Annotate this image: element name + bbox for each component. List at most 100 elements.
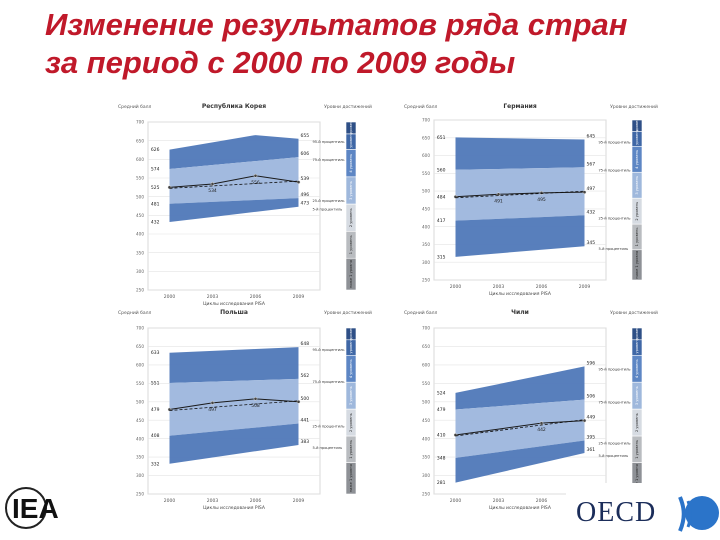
percentile-band xyxy=(455,192,585,221)
data-label-mean: 491 xyxy=(494,198,503,204)
level-band xyxy=(631,249,643,281)
percentile-label: 25-й процентиль xyxy=(599,216,631,220)
data-label-end: 596 xyxy=(587,360,596,366)
x-tick-label: 2006 xyxy=(536,498,548,504)
level-label: 6 уровень xyxy=(349,324,353,343)
level-label: ниже 1 уровня xyxy=(349,464,353,492)
mean-line xyxy=(169,175,299,188)
chart-svg: Средний балл Республика Корея Уровни дости… xyxy=(118,103,372,307)
y-tick-label: 700 xyxy=(136,326,144,331)
percentile-label: 95-й процентиль xyxy=(599,141,631,145)
data-label-end: 432 xyxy=(587,209,596,215)
y-tick-label: 550 xyxy=(422,171,430,176)
level-label: 1 уровень xyxy=(635,228,639,247)
data-label-start: 410 xyxy=(437,432,446,438)
iea-logo: IEA xyxy=(4,483,64,533)
percentile-label: 95-й процентиль xyxy=(313,140,345,144)
chart-korea: Средний балл Республика Корея Уровни дости… xyxy=(112,100,374,310)
mean-line xyxy=(169,398,299,411)
level-label: 3 уровень xyxy=(635,176,639,195)
data-label-end: 383 xyxy=(301,439,310,445)
percentile-band xyxy=(169,198,299,223)
data-label-start: 417 xyxy=(437,218,446,224)
percentile-label: 5-й процентиль xyxy=(599,454,629,458)
data-label-start: 479 xyxy=(437,407,446,413)
data-label-mean: 556 xyxy=(251,180,260,186)
level-label: 3 уровень xyxy=(349,181,353,200)
y-tick-label: 550 xyxy=(136,381,144,386)
y-tick-label: 350 xyxy=(422,242,430,247)
y-tick-label: 550 xyxy=(136,176,144,181)
percentile-band xyxy=(455,399,585,435)
level-label: 5 уровень xyxy=(349,338,353,357)
data-label-start: 633 xyxy=(151,350,160,356)
level-label: 4 уровень xyxy=(635,150,639,169)
y-tick-label: 650 xyxy=(422,135,430,140)
data-label-mean: 508 xyxy=(251,403,260,409)
level-axis-title: Уровни достижений xyxy=(610,103,658,110)
trend-line xyxy=(455,419,585,437)
data-label-mean: 534 xyxy=(208,188,217,194)
mean-point xyxy=(296,180,301,184)
percentile-band xyxy=(455,420,585,458)
y-tick-label: 400 xyxy=(422,436,430,441)
y-tick-label: 600 xyxy=(136,362,144,367)
chart-chile: Средний балл Чили Уровни достижений 250 300 3… xyxy=(398,306,660,514)
mean-point xyxy=(210,401,215,405)
percentile-label: 75-й процентиль xyxy=(599,168,631,172)
percentile-label: 25-й процентиль xyxy=(599,442,631,446)
mean-point xyxy=(582,418,587,423)
chart-germany: Средний балл Германия Уровни достижений 250… xyxy=(398,100,660,300)
y-tick-label: 700 xyxy=(422,118,430,123)
x-tick-label: 2000 xyxy=(164,498,176,504)
x-tick-label: 2009 xyxy=(579,284,591,290)
percentile-band xyxy=(455,215,585,257)
y-tick-label: 700 xyxy=(136,120,144,125)
data-label-end: 497 xyxy=(587,186,596,192)
data-label-start: 479 xyxy=(151,407,160,413)
percentile-label: 5-й процентиль xyxy=(599,247,629,251)
y-tick-label: 300 xyxy=(136,473,144,478)
chart-svg: Средний балл Польша Уровни достижений 250 30… xyxy=(118,309,372,511)
x-tick-label: 2006 xyxy=(536,284,548,290)
y-tick-label: 500 xyxy=(422,189,430,194)
chart-title: Чили xyxy=(511,309,529,316)
y-axis-title: Средний балл xyxy=(118,309,152,316)
data-label-end: 441 xyxy=(301,418,310,424)
slide-title-line-2: за период с 2000 по 2009 годы xyxy=(45,45,516,80)
percentile-band xyxy=(169,157,299,188)
data-label-start: 560 xyxy=(437,167,446,173)
level-label: ниже 1 уровня xyxy=(349,260,353,288)
data-label-end: 506 xyxy=(587,394,596,400)
chart-svg: Средний балл Германия Уровни достижений 250… xyxy=(404,103,658,297)
percentile-label: 5-й процентиль xyxy=(313,446,343,450)
mean-point xyxy=(210,182,215,186)
y-tick-label: 700 xyxy=(422,326,430,331)
mean-point xyxy=(253,397,258,401)
x-tick-label: 2006 xyxy=(250,294,262,300)
trend-line xyxy=(455,190,585,199)
level-label: 2 уровень xyxy=(635,202,639,221)
level-band xyxy=(345,257,357,291)
percentile-label: 95-й процентиль xyxy=(599,367,631,371)
level-label: 1 уровень xyxy=(349,235,353,254)
y-tick-label: 650 xyxy=(136,344,144,349)
level-label: 6 уровень xyxy=(635,116,639,135)
percentile-band xyxy=(169,135,299,170)
data-label-end: 655 xyxy=(301,133,310,139)
percentile-band xyxy=(169,347,299,383)
percentile-band xyxy=(455,137,585,170)
y-tick-label: 300 xyxy=(422,473,430,478)
x-axis-title: Циклы исследования PISA xyxy=(203,301,266,307)
level-label: 5 уровень xyxy=(635,338,639,357)
data-label-end: 395 xyxy=(587,435,596,441)
x-tick-label: 2003 xyxy=(493,284,505,290)
data-label-start: 408 xyxy=(151,433,160,439)
data-label-start: 481 xyxy=(151,201,160,207)
data-label-start: 524 xyxy=(437,390,446,396)
data-label-mean: 495 xyxy=(537,197,546,203)
oecd-globe-icon xyxy=(685,496,719,530)
y-tick-label: 250 xyxy=(422,492,430,497)
data-label-end: 361 xyxy=(587,447,596,453)
percentile-label: 75-й процентиль xyxy=(313,158,345,162)
